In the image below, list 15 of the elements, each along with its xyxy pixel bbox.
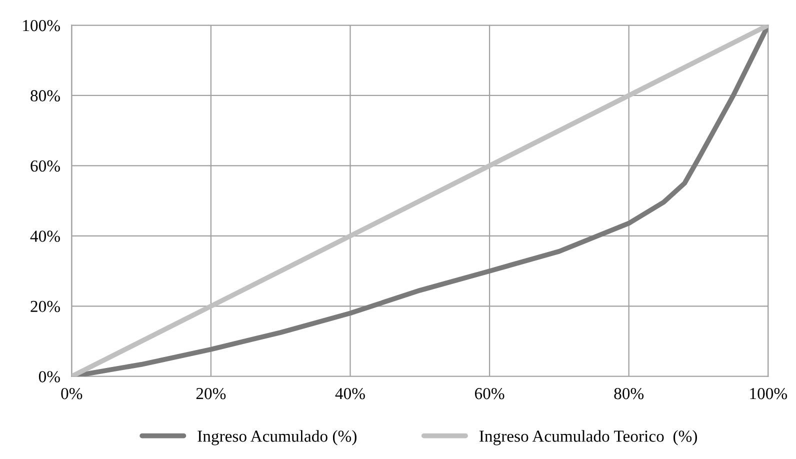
x-tick-label: 20% (196, 388, 226, 400)
legend-label: Ingreso Acumulado Teorico (%) (479, 430, 697, 446)
y-tick-label: 0% (38, 371, 60, 382)
x-tick-label: 100% (750, 388, 788, 400)
x-tick-label: 80% (614, 388, 644, 400)
y-tick-label: 60% (30, 160, 60, 172)
y-tick-label: 20% (30, 300, 60, 312)
y-tick-label: 80% (30, 90, 60, 102)
y-tick-label: 100% (23, 20, 60, 32)
line-series (72, 25, 768, 376)
legend-label: Ingreso Acumulado (%) (198, 430, 356, 446)
x-tick-label: 40% (335, 388, 365, 400)
x-tick-label: 0% (61, 388, 82, 400)
x-tick-label: 60% (474, 388, 504, 400)
y-tick-label: 40% (30, 230, 60, 242)
